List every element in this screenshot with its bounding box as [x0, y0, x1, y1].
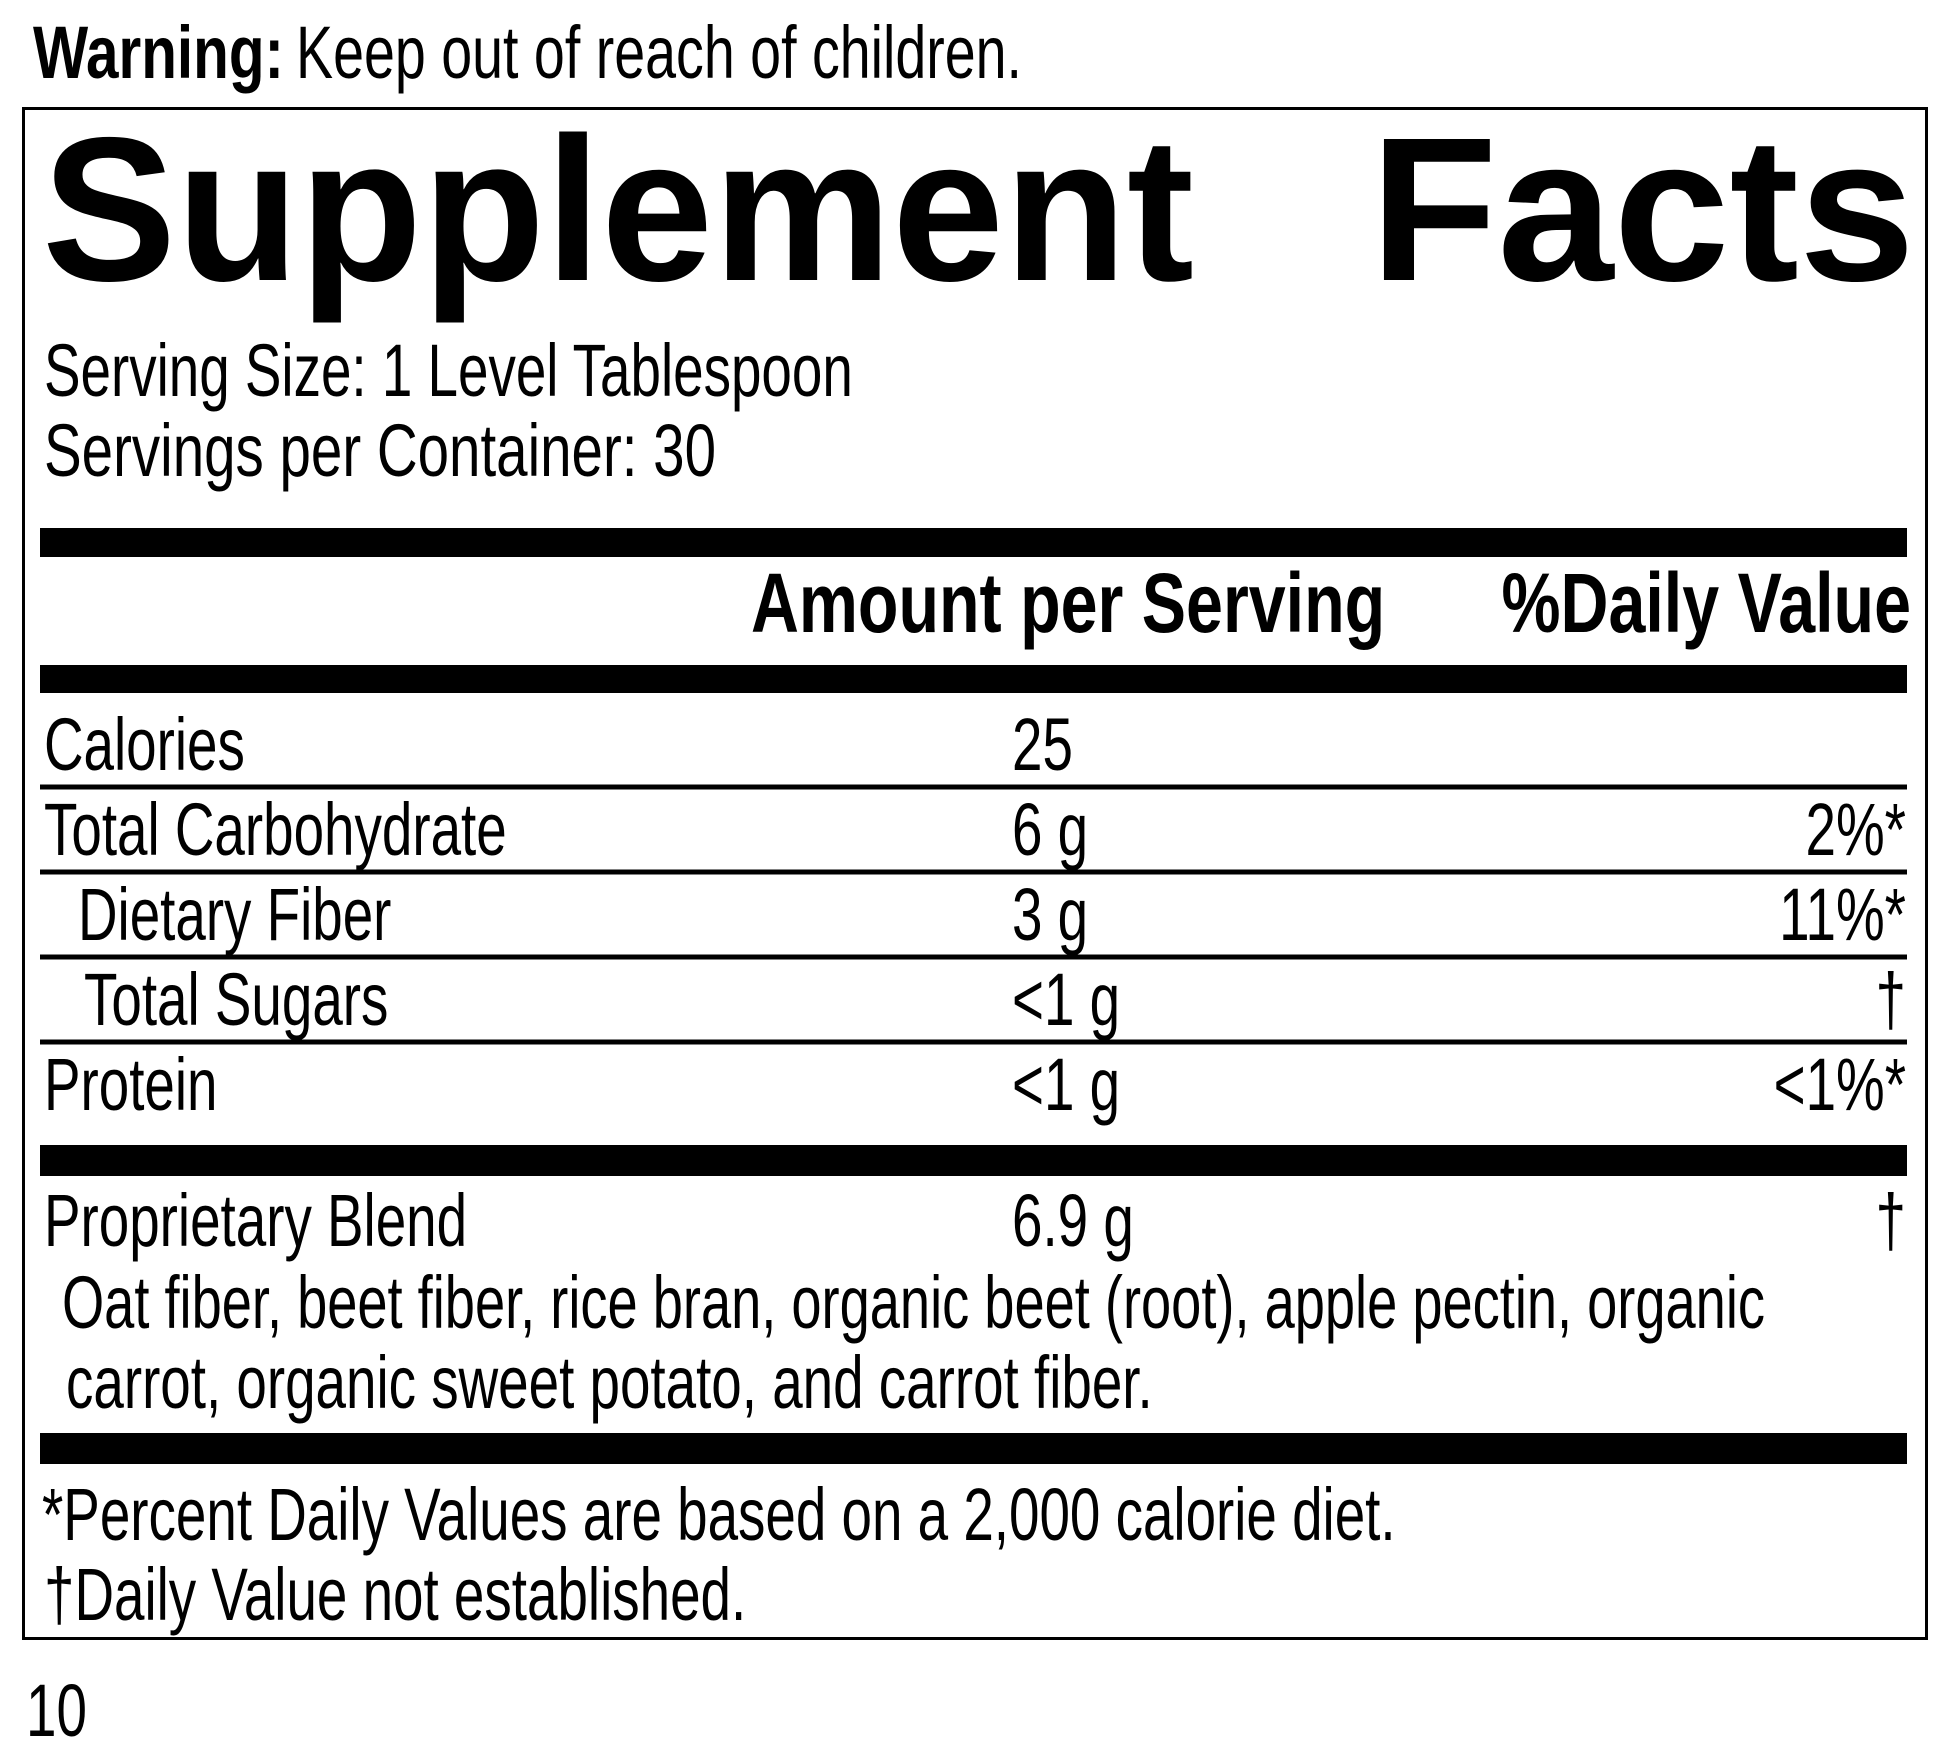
- svg-text:<1 g: <1 g: [1012, 1043, 1120, 1126]
- svg-text:Total Carbohydrate: Total Carbohydrate: [44, 788, 507, 871]
- svg-text:2%*: 2%*: [1806, 788, 1907, 871]
- svg-text:Servings per Container: 30: Servings per Container: 30: [44, 409, 716, 492]
- svg-text:<1%*: <1%*: [1774, 1043, 1906, 1126]
- svg-text:6.9 g: 6.9 g: [1012, 1179, 1134, 1262]
- svg-text:3 g: 3 g: [1012, 873, 1088, 956]
- svg-text:<1 g: <1 g: [1012, 958, 1120, 1041]
- svg-text:Calories: Calories: [44, 703, 245, 786]
- svg-text:Total Sugars: Total Sugars: [84, 958, 388, 1041]
- svg-text:25: 25: [1012, 703, 1073, 786]
- svg-text:%Daily Value: %Daily Value: [1502, 556, 1912, 650]
- svg-text:*Percent Daily Values are base: *Percent Daily Values are based on a 2,0…: [42, 1473, 1396, 1556]
- svg-text:†: †: [1876, 1179, 1907, 1262]
- svg-text:Oat fiber, beet fiber, rice br: Oat fiber, beet fiber, rice bran, organi…: [62, 1261, 1765, 1344]
- svg-text:carrot, organic sweet potato,: carrot, organic sweet potato, and carrot…: [66, 1341, 1153, 1424]
- svg-text:11%*: 11%*: [1779, 873, 1906, 956]
- svg-text:Serving Size: 1 Level Tablespo: Serving Size: 1 Level Tablespoon: [44, 329, 853, 412]
- svg-text:Warning:: Warning:: [33, 11, 284, 94]
- svg-text:10: 10: [26, 1669, 87, 1752]
- svg-text:Facts: Facts: [1370, 95, 1915, 324]
- svg-text:Keep out of reach of children.: Keep out of reach of children.: [296, 11, 1022, 94]
- svg-text:6 g: 6 g: [1012, 788, 1088, 871]
- svg-text:Proprietary Blend: Proprietary Blend: [44, 1179, 467, 1262]
- svg-text:†Daily Value not established.: †Daily Value not established.: [44, 1553, 746, 1636]
- svg-text:Dietary Fiber: Dietary Fiber: [78, 873, 391, 956]
- svg-text:†: †: [1876, 958, 1907, 1041]
- svg-text:Amount per Serving: Amount per Serving: [751, 556, 1385, 650]
- svg-text:Protein: Protein: [44, 1043, 218, 1126]
- svg-text:Supplement: Supplement: [42, 95, 1194, 324]
